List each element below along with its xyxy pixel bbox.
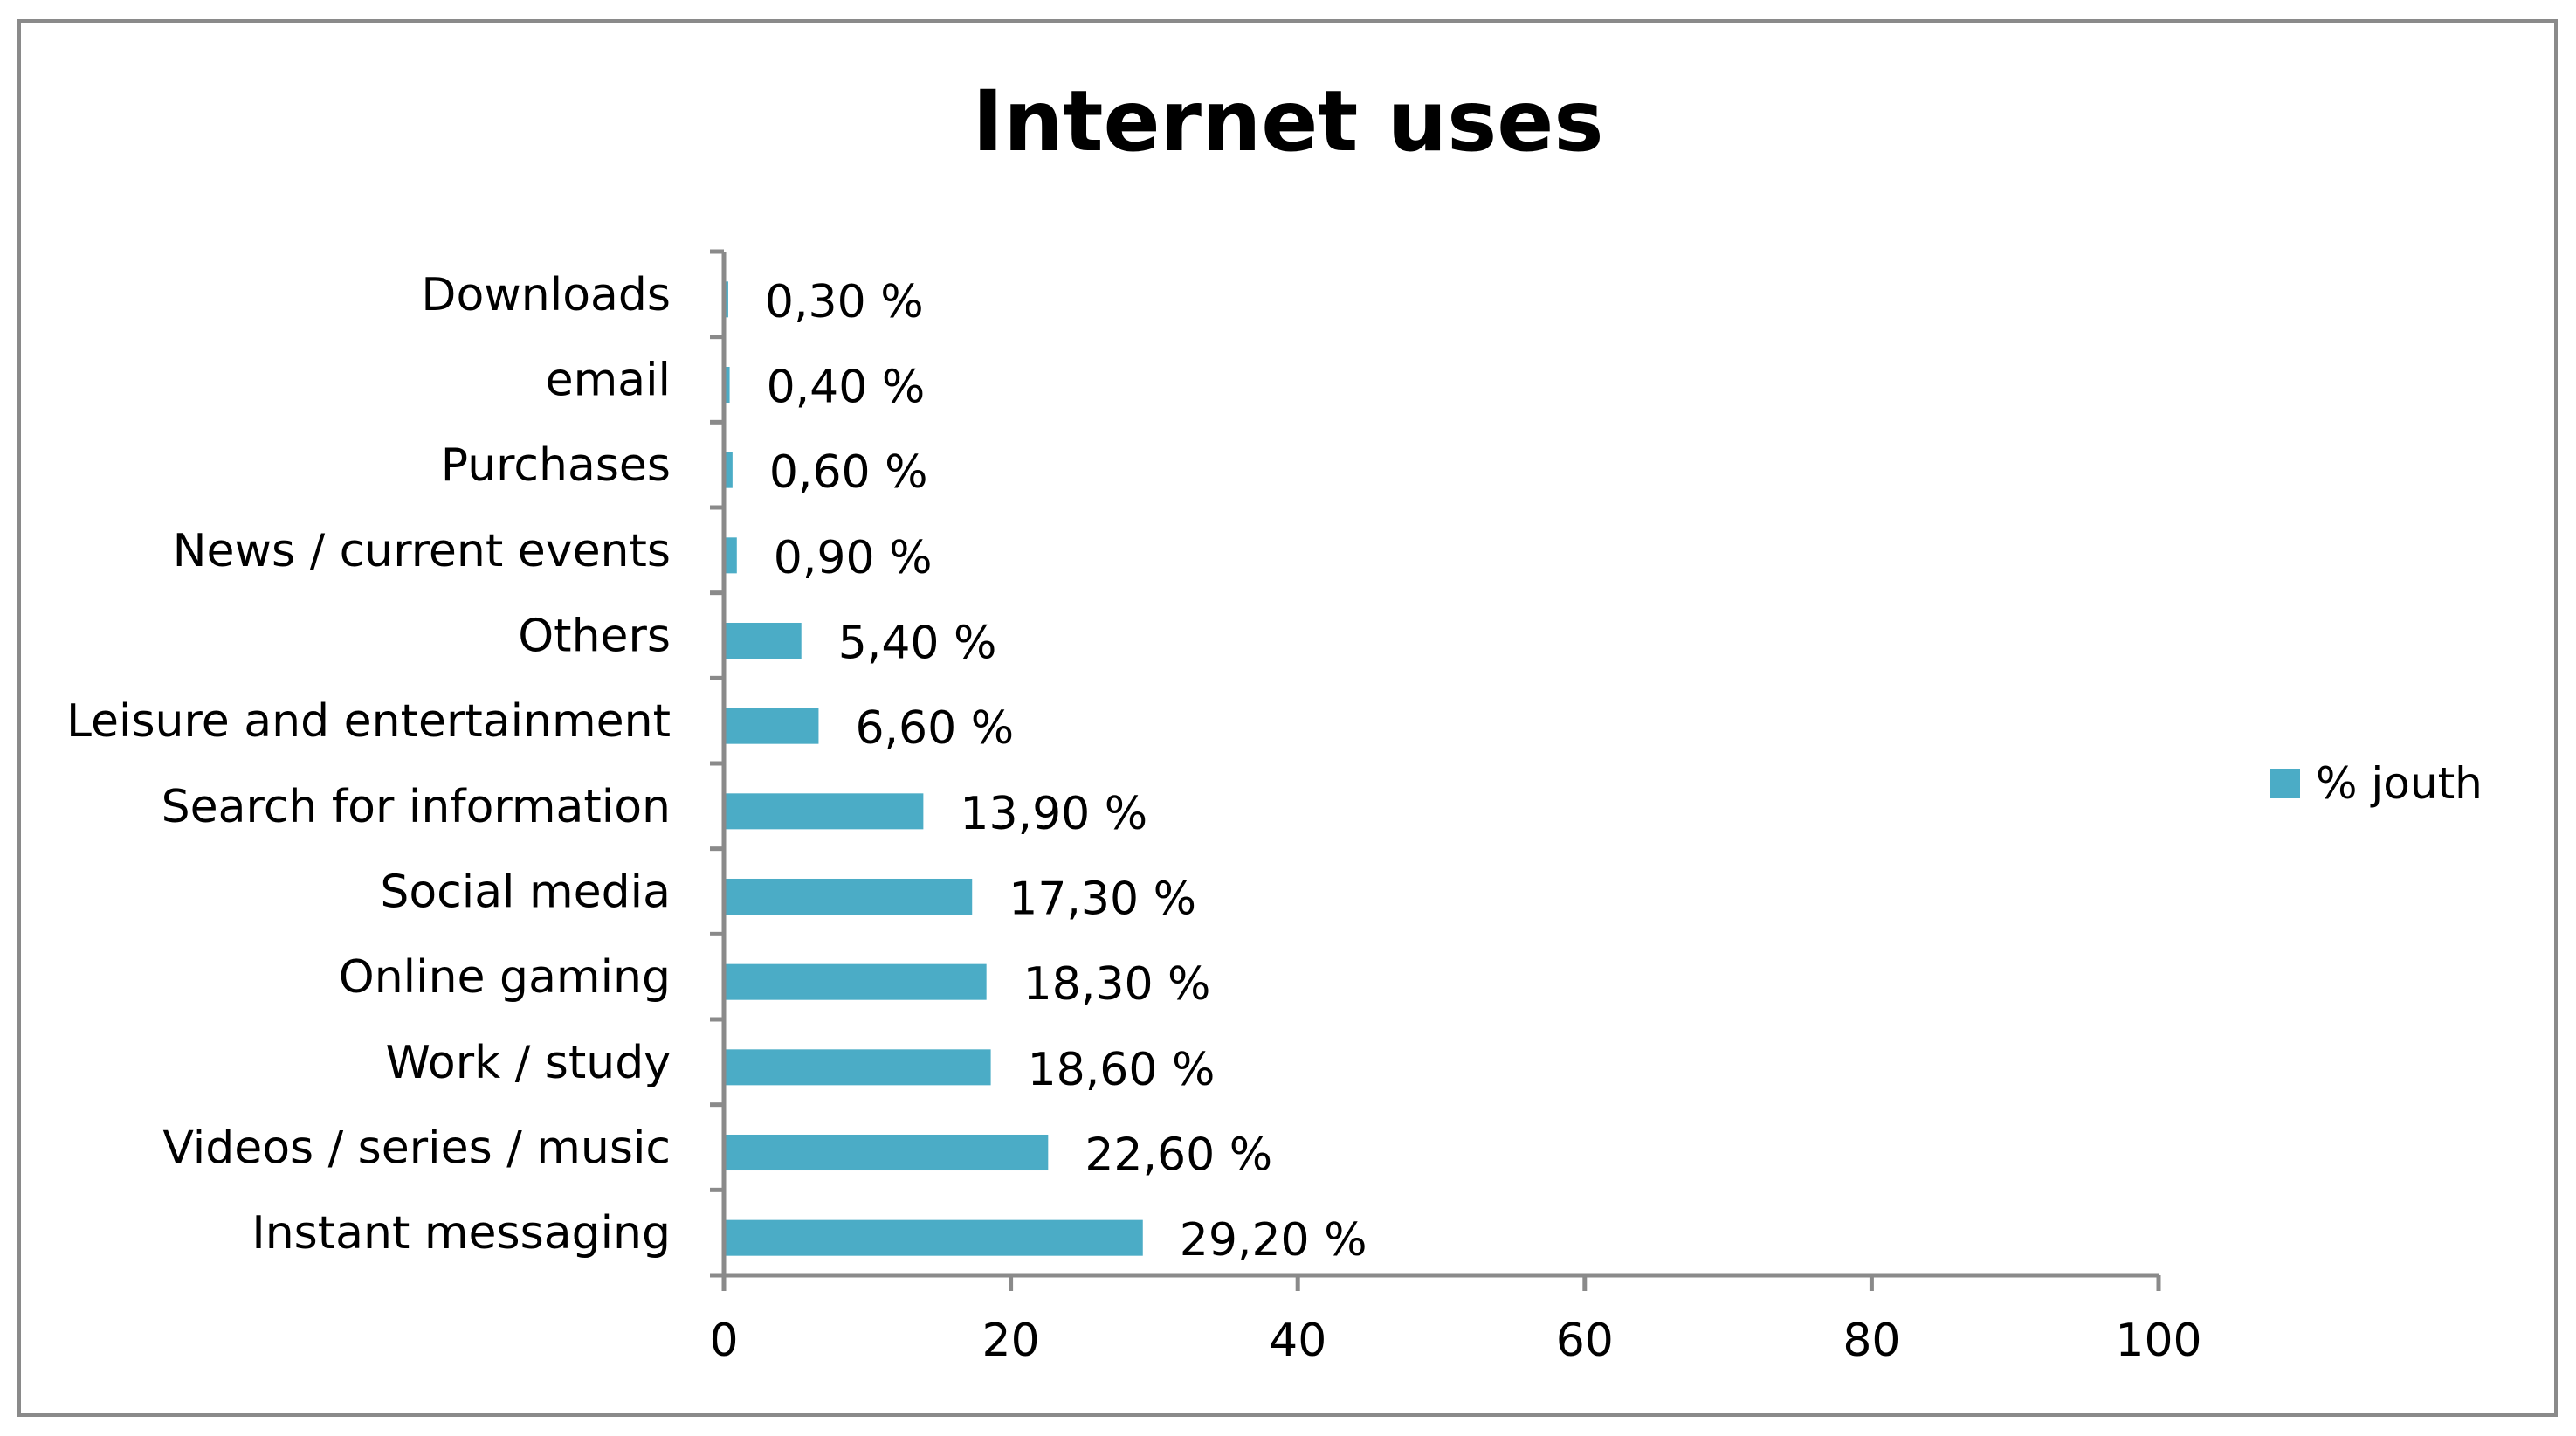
category-label: Videos / series / music: [162, 1122, 671, 1175]
x-tick-label: 0: [709, 1315, 738, 1367]
bar: [724, 622, 802, 659]
bar: [724, 1219, 1143, 1256]
x-tick-label: 40: [1269, 1315, 1326, 1367]
data-label: 13,90 %: [960, 788, 1147, 840]
legend-label: % jouth: [2316, 758, 2483, 809]
bars-layer: Downloads 0,30 % email 0,40 % Purchases 0,60 …: [66, 269, 1367, 1267]
category-label: Purchases: [441, 439, 671, 492]
chart-frame: [17, 19, 2558, 1417]
category-label: Others: [518, 611, 671, 663]
data-label: 18,30 %: [1023, 958, 1211, 1011]
legend-swatch: [2270, 769, 2300, 798]
bar: [724, 1049, 991, 1086]
data-label: 5,40 %: [838, 618, 997, 670]
data-label: 0,60 %: [769, 446, 928, 499]
data-label: 29,20 %: [1180, 1214, 1367, 1267]
bar: [724, 963, 987, 1000]
bar: [724, 793, 924, 830]
chart-title: Internet uses: [973, 72, 1604, 170]
bar: [724, 708, 819, 744]
data-label: 18,60 %: [1028, 1044, 1216, 1096]
category-label: Downloads: [421, 269, 671, 321]
data-label: 0,30 %: [765, 276, 924, 328]
category-label: Social media: [380, 866, 671, 919]
category-label: Search for information: [162, 781, 671, 833]
bar: [724, 452, 733, 488]
data-label: 0,40 %: [767, 362, 926, 414]
x-tick-label: 80: [1842, 1315, 1900, 1367]
category-label: Online gaming: [339, 951, 671, 1004]
category-label: email: [546, 355, 671, 407]
x-tick-label: 60: [1556, 1315, 1614, 1367]
data-label: 17,30 %: [1009, 873, 1196, 926]
category-label: Instant messaging: [251, 1207, 671, 1260]
bar: [724, 1134, 1049, 1171]
data-label: 6,60 %: [855, 702, 1014, 755]
bar: [724, 878, 973, 915]
legend: % jouth: [2270, 758, 2483, 809]
category-label: Work / study: [386, 1037, 671, 1089]
axis-layer: 0 20 40 60 80 100: [709, 249, 2202, 1367]
x-tick-label: 100: [2115, 1315, 2201, 1367]
data-label: 0,90 %: [774, 532, 933, 584]
data-label: 22,60 %: [1085, 1129, 1272, 1182]
bar: [724, 366, 730, 404]
category-label: Leisure and entertainment: [66, 695, 671, 748]
x-tick-label: 20: [982, 1315, 1040, 1367]
bar: [724, 537, 737, 574]
category-label: News / current events: [173, 525, 671, 577]
